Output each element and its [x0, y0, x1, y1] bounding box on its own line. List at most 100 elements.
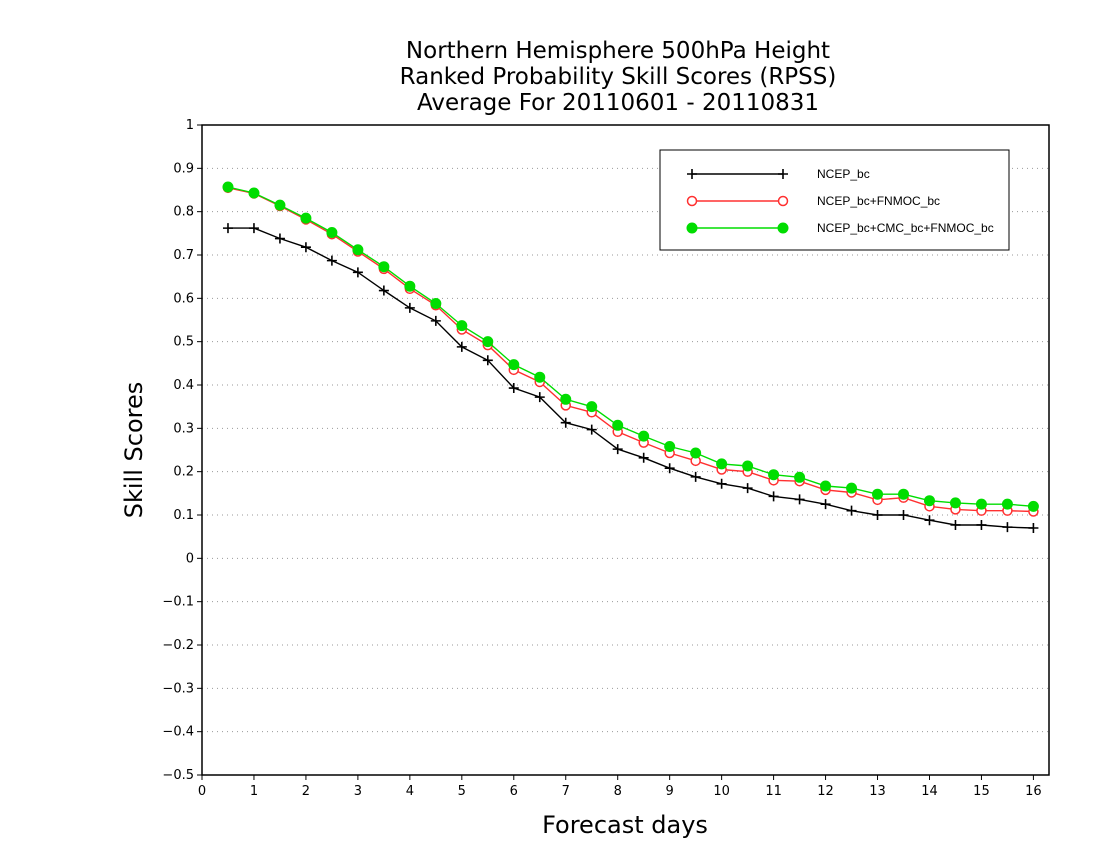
data-point — [300, 242, 311, 253]
data-point — [872, 488, 884, 500]
y-tick-label: 0 — [186, 551, 194, 566]
x-tick-label: 11 — [765, 784, 782, 799]
data-point — [430, 315, 441, 326]
data-point — [222, 223, 233, 234]
x-tick-label: 6 — [510, 784, 518, 799]
x-axis-label: Forecast days — [542, 811, 708, 839]
y-tick-label: −0.3 — [162, 681, 194, 696]
legend: NCEP_bc NCEP_bc+FNMOC_bc NCEP_bc+CMC_bc+FN… — [659, 149, 1010, 251]
series-1 — [222, 223, 1039, 533]
data-point — [586, 401, 598, 413]
data-point — [508, 383, 519, 394]
legend-marker — [777, 195, 789, 207]
data-point — [404, 302, 415, 313]
y-tick-label: 0.5 — [173, 335, 194, 350]
data-point — [664, 441, 676, 453]
x-tick-label: 16 — [1025, 784, 1042, 799]
y-tick-label: −0.2 — [162, 638, 194, 653]
legend-marker — [777, 222, 789, 234]
data-point — [794, 494, 805, 505]
y-tick-label: 0.6 — [173, 291, 194, 306]
data-point — [924, 515, 935, 526]
data-point — [378, 285, 389, 296]
x-tick-label: 8 — [614, 784, 622, 799]
data-point — [534, 392, 545, 403]
x-axis: 0 1 2 3 4 5 6 7 8 9 10 11 12 13 14 15 16 — [198, 775, 1042, 799]
data-point — [482, 336, 494, 348]
data-point — [794, 471, 806, 483]
x-tick-label: 1 — [250, 784, 258, 799]
data-point — [638, 430, 650, 442]
x-tick-label: 10 — [713, 784, 730, 799]
y-tick-label: −0.4 — [162, 725, 194, 740]
series-line — [228, 227, 1034, 529]
data-point — [482, 355, 493, 366]
data-point — [456, 341, 467, 352]
data-point — [820, 480, 832, 492]
series-group — [222, 181, 1039, 533]
data-point — [274, 233, 285, 244]
data-point — [612, 444, 623, 455]
x-tick-label: 0 — [198, 784, 206, 799]
data-point — [560, 417, 571, 428]
y-tick-label: −0.5 — [162, 768, 194, 783]
data-point — [404, 280, 416, 292]
data-point — [560, 393, 572, 405]
x-tick-label: 4 — [406, 784, 414, 799]
legend-label: NCEP_bc — [817, 167, 870, 181]
data-point — [456, 320, 468, 332]
data-point — [352, 244, 364, 256]
data-point — [430, 298, 442, 310]
y-tick-label: 0.1 — [173, 508, 194, 523]
data-point — [690, 471, 701, 482]
data-point — [1027, 500, 1039, 512]
y-tick-label: 0.7 — [173, 248, 194, 263]
series-3 — [222, 181, 1039, 512]
data-point — [534, 371, 546, 383]
legend-item: NCEP_bc+FNMOC_bc — [686, 194, 940, 208]
data-point — [716, 458, 728, 470]
title-line-1: Northern Hemisphere 500hPa Height — [406, 38, 830, 64]
data-point — [846, 505, 857, 516]
legend-label: NCEP_bc+FNMOC_bc — [817, 194, 940, 208]
data-point — [222, 181, 234, 193]
title-line-2: Ranked Probability Skill Scores (RPSS) — [400, 64, 837, 90]
chart-title: Northern Hemisphere 500hPa Height Ranked… — [400, 38, 837, 116]
x-tick-label: 7 — [562, 784, 570, 799]
plot-frame — [201, 124, 1050, 776]
data-point — [950, 519, 961, 530]
data-point — [742, 483, 753, 494]
data-point — [352, 267, 363, 278]
data-point — [638, 452, 649, 463]
x-tick-label: 2 — [302, 784, 310, 799]
y-tick-label: 0.3 — [173, 421, 194, 436]
data-point — [872, 510, 883, 520]
gridlines — [202, 167, 1049, 733]
data-point — [820, 499, 831, 510]
legend-label: NCEP_bc+CMC_bc+FNMOC_bc — [817, 221, 994, 235]
legend-marker — [686, 195, 698, 207]
data-point — [768, 469, 780, 481]
legend-marker — [686, 222, 698, 234]
x-tick-label: 3 — [354, 784, 362, 799]
data-point — [976, 519, 987, 530]
x-tick-label: 13 — [869, 784, 886, 799]
data-point — [975, 498, 987, 510]
data-point — [508, 359, 520, 371]
y-tick-label: 0.9 — [173, 161, 194, 176]
data-point — [248, 187, 260, 199]
legend-marker — [778, 169, 788, 179]
x-tick-label: 5 — [458, 784, 466, 799]
data-point — [248, 223, 259, 234]
data-point — [949, 497, 961, 509]
legend-item: NCEP_bc+CMC_bc+FNMOC_bc — [686, 221, 994, 235]
data-point — [300, 212, 312, 224]
data-point — [1001, 498, 1013, 510]
x-tick-label: 9 — [666, 784, 674, 799]
y-tick-label: 0.8 — [173, 205, 194, 220]
legend-box — [659, 149, 1010, 251]
legend-marker — [687, 169, 697, 179]
data-point — [923, 495, 935, 507]
data-point — [1002, 522, 1013, 533]
data-point — [690, 447, 702, 459]
